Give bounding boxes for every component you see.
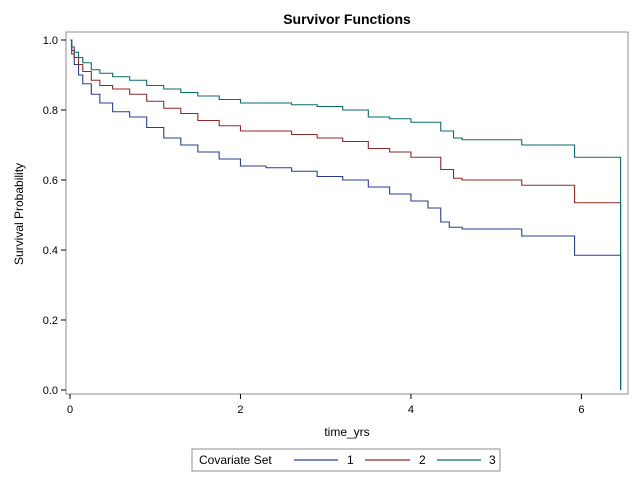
x-tick-label: 0: [67, 404, 73, 416]
legend-box: [191, 448, 501, 472]
series-line-1: [70, 39, 622, 390]
x-axis-label: time_yrs: [324, 425, 369, 439]
plot-frame: [65, 31, 629, 395]
y-axis: 0.0 0.2 0.4 0.6 0.8 1.0: [43, 35, 66, 397]
y-axis-label: Survival Probability: [12, 163, 26, 265]
x-tick-label: 6: [578, 404, 584, 416]
x-axis: 0 2 4 6: [67, 394, 584, 416]
y-tick-label: 0.0: [43, 385, 58, 397]
chart-title: Survivor Functions: [283, 11, 411, 27]
y-tick-label: 0.2: [43, 315, 58, 327]
y-tick-label: 0.6: [43, 175, 58, 187]
x-tick-label: 4: [408, 404, 414, 416]
legend-label-3: 3: [489, 453, 496, 467]
y-tick-label: 1.0: [43, 35, 58, 47]
y-tick-label: 0.8: [43, 105, 58, 117]
series-line-2: [70, 39, 622, 390]
legend-label-1: 1: [347, 453, 354, 467]
legend-label-2: 2: [419, 453, 426, 467]
series-lines: [70, 39, 622, 390]
series-line-3: [70, 39, 622, 390]
x-tick-label: 2: [237, 404, 243, 416]
legend-title: Covariate Set: [199, 453, 272, 467]
y-tick-label: 0.4: [43, 245, 58, 257]
legend: Covariate Set 1 2 3: [191, 448, 501, 472]
legend-items: 1 2 3: [294, 453, 496, 467]
